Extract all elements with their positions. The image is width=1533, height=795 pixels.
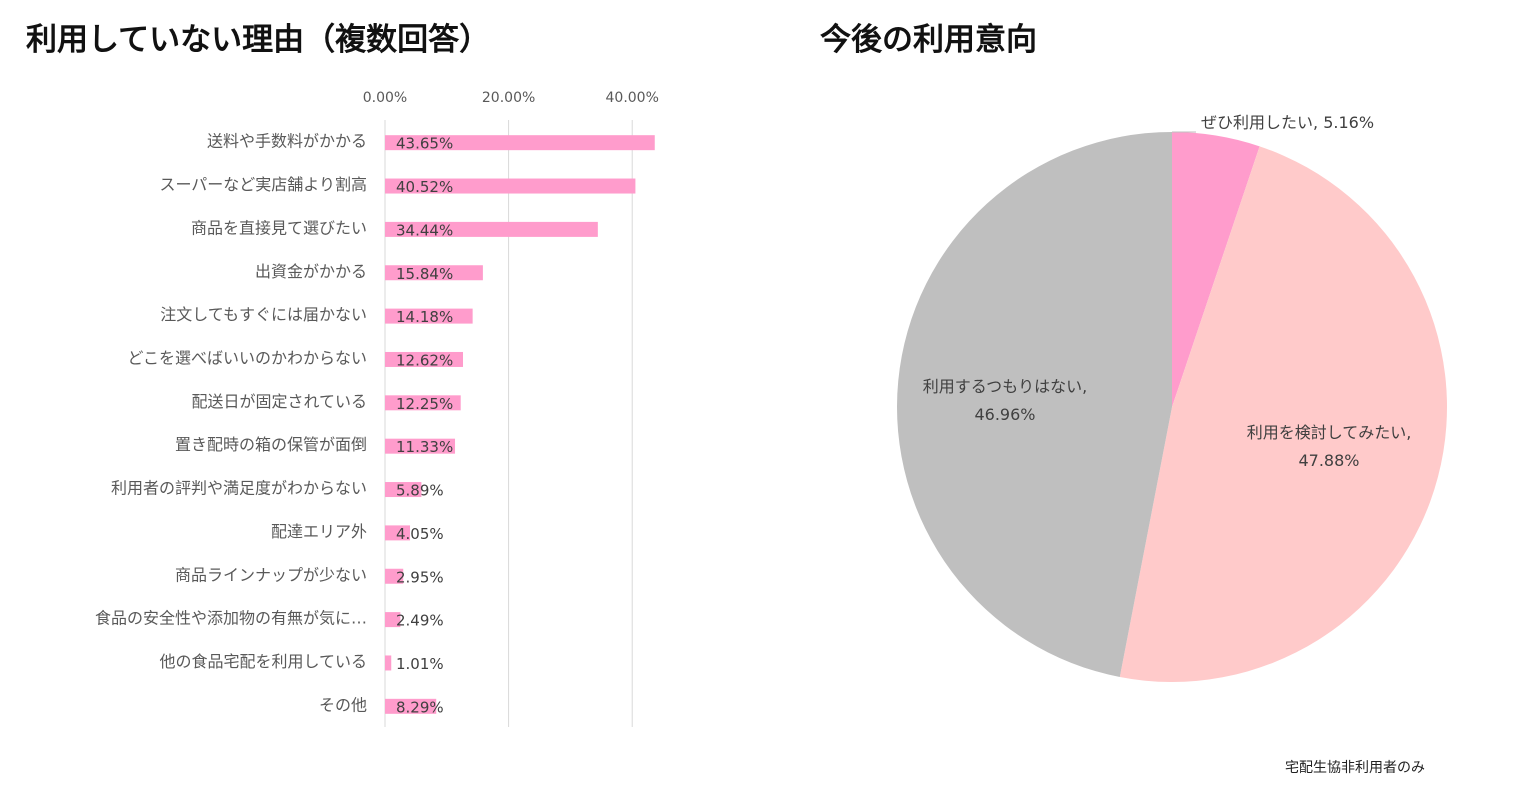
data-label: 14.18%	[396, 308, 453, 326]
pie-category: 利用するつもりはない,	[923, 377, 1087, 396]
x-tick-label: 40.00%	[606, 90, 659, 106]
category-label: その他	[319, 695, 367, 714]
bar	[385, 395, 461, 411]
category-label: 注文してもすぐには届かない	[160, 305, 367, 324]
data-label: 2.49%	[396, 612, 444, 630]
bar	[385, 221, 598, 237]
bar	[385, 568, 404, 584]
category-label: 他の食品宅配を利用している	[159, 652, 367, 671]
pie-value: 47.88%	[1298, 451, 1359, 470]
pie-chart-title: 今後の利用意向	[820, 22, 1037, 58]
category-label: 利用者の評判や満足度がわからない	[111, 479, 367, 498]
data-label: 4.05%	[396, 525, 444, 543]
bar	[385, 178, 636, 194]
data-label: 1.01%	[396, 655, 444, 673]
category-label: どこを選べばいいのかわからない	[127, 348, 367, 367]
pie-value: 5.16%	[1323, 113, 1374, 132]
bar	[385, 135, 655, 151]
data-label: 11.33%	[396, 438, 453, 456]
footnote: 宅配生協非利用者のみ	[1285, 760, 1425, 776]
data-label: 5.89%	[396, 482, 444, 500]
data-label: 2.95%	[396, 568, 444, 586]
category-label: 商品を直接見て選びたい	[191, 218, 367, 237]
data-label: 12.25%	[396, 395, 453, 413]
pie-slice	[1172, 132, 1260, 407]
data-label: 8.29%	[396, 698, 444, 716]
data-label: 34.44%	[396, 221, 453, 239]
data-label: 40.52%	[396, 178, 453, 196]
category-label: 出資金がかかる	[255, 262, 367, 281]
pie-slice	[1119, 146, 1448, 683]
bar-chart-title: 利用していない理由（複数回答）	[26, 22, 491, 58]
data-label: 43.65%	[396, 135, 453, 153]
bar	[385, 612, 401, 628]
bar	[385, 308, 473, 324]
bar	[385, 351, 463, 367]
pie-slice-label: ぜひ利用したい, 5.16%	[1201, 113, 1374, 132]
category-label: スーパーなど実店舗より割高	[159, 175, 367, 194]
bar	[385, 655, 392, 671]
data-label: 15.84%	[396, 265, 453, 283]
category-label: 置き配時の箱の保管が面倒	[175, 435, 367, 454]
bar	[385, 698, 437, 714]
x-tick-label: 20.00%	[482, 90, 535, 106]
pie-slice	[897, 132, 1172, 677]
x-tick-label: 0.00%	[363, 90, 407, 106]
pie-value: 46.96%	[974, 405, 1035, 424]
bar	[385, 525, 411, 541]
pie-category: 利用を検討してみたい,	[1247, 423, 1412, 442]
category-label: 送料や手数料がかかる	[207, 132, 367, 151]
category-label: 食品の安全性や添加物の有無が気に…	[95, 609, 367, 628]
data-label: 12.62%	[396, 351, 453, 369]
category-label: 配達エリア外	[271, 522, 367, 541]
bar	[385, 265, 483, 281]
category-label: 商品ラインナップが少ない	[175, 565, 367, 584]
pie-category: ぜひ利用したい,	[1201, 113, 1323, 132]
bar	[385, 482, 422, 498]
category-label: 配送日が固定されている	[191, 392, 367, 411]
bar	[385, 438, 456, 454]
